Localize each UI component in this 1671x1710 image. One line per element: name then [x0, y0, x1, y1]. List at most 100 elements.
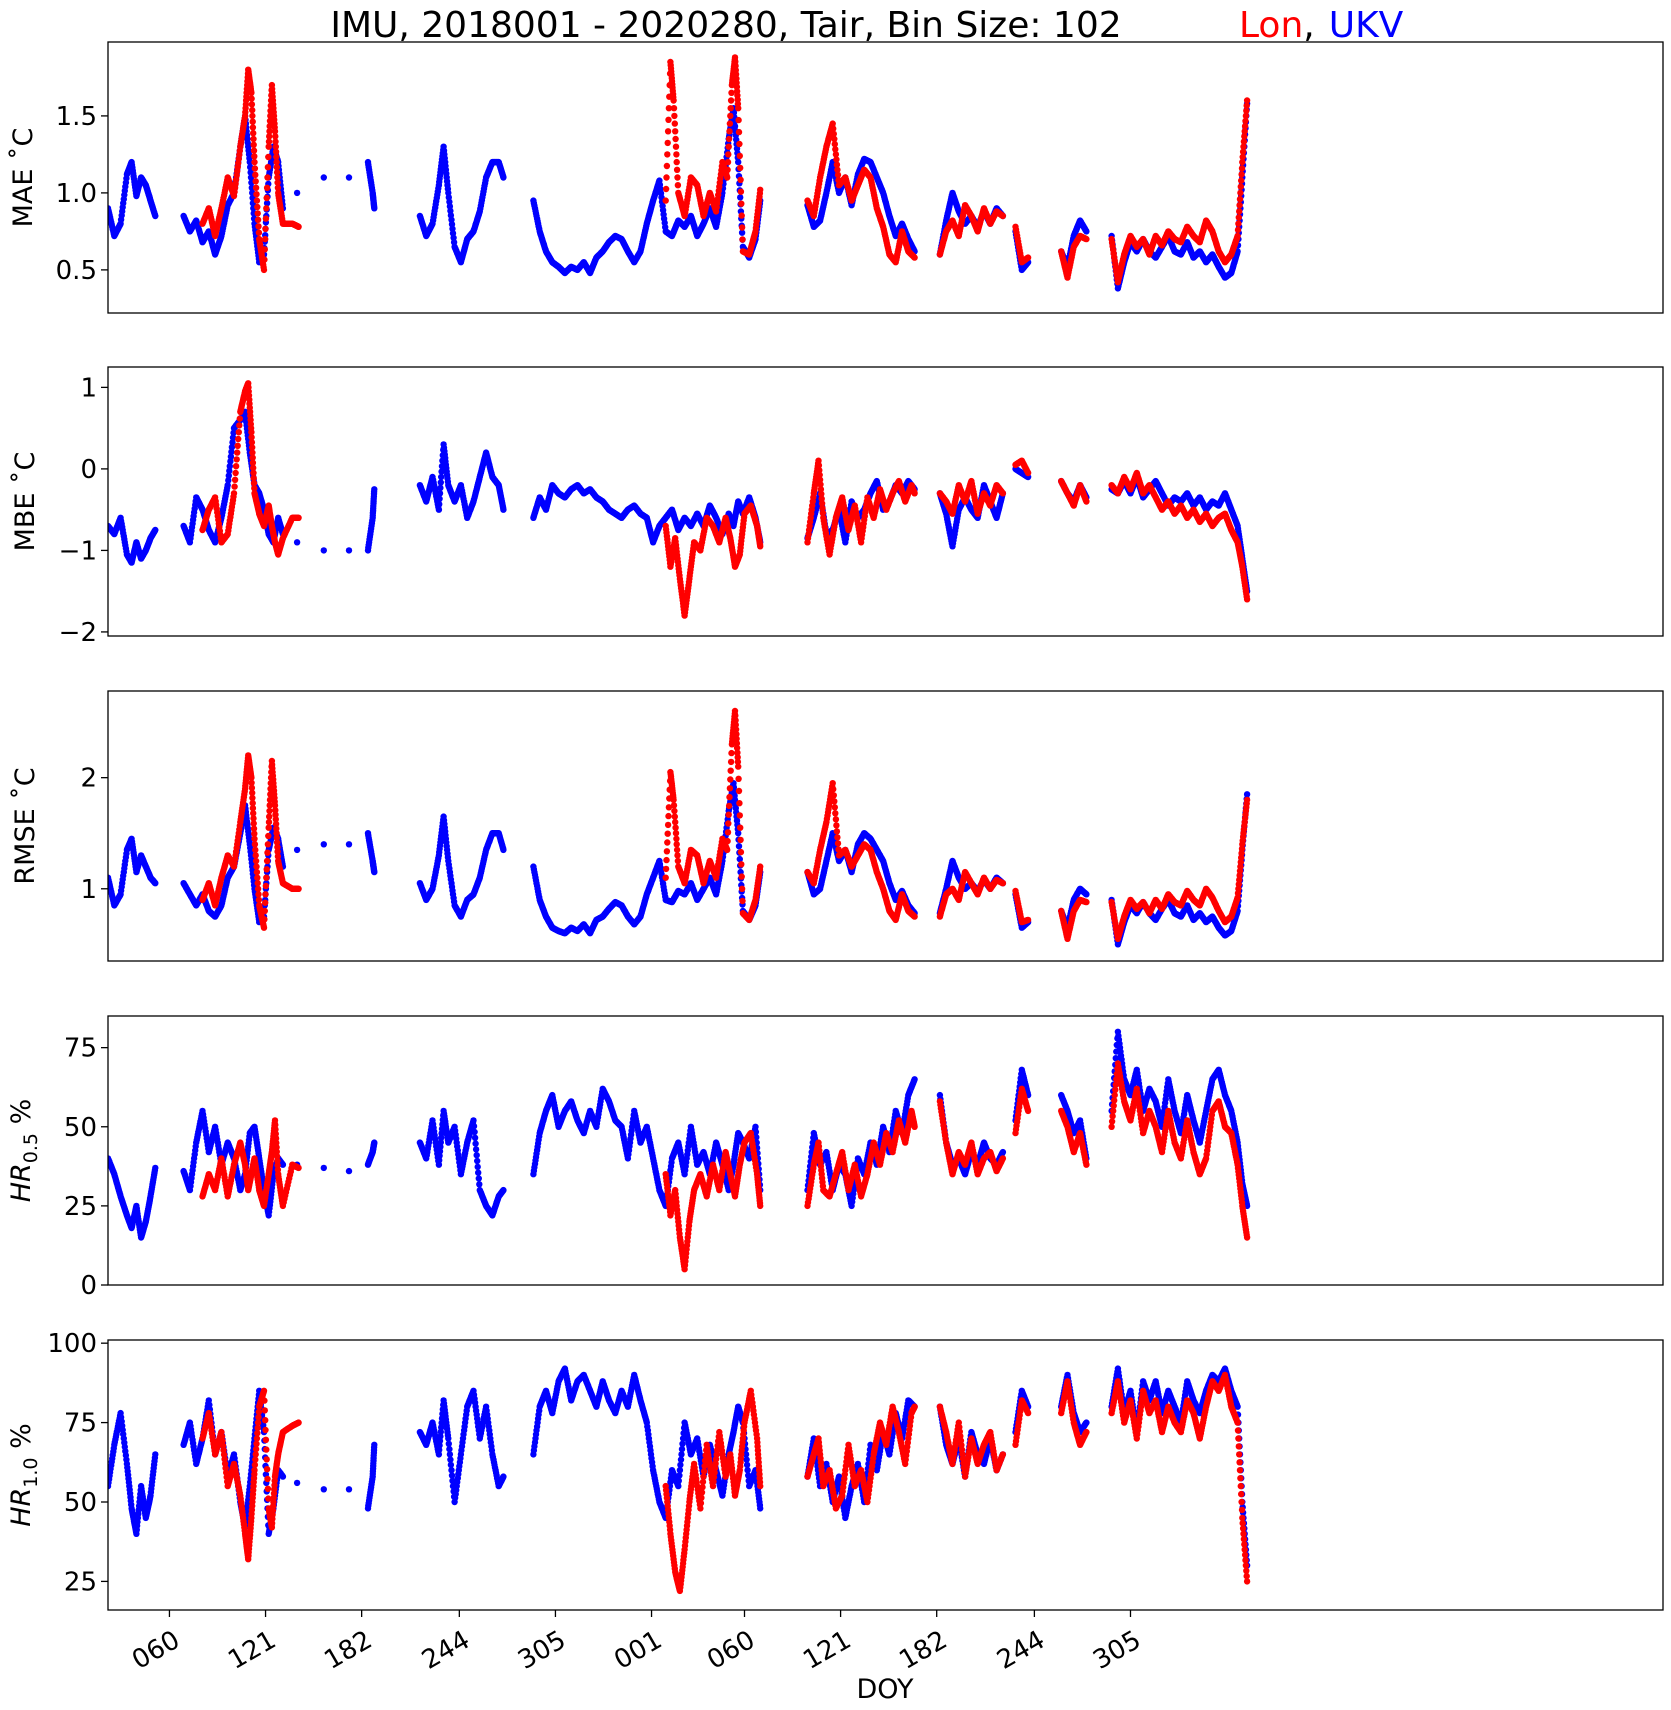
data-point — [253, 191, 260, 198]
data-point — [672, 143, 680, 150]
data-point — [1234, 226, 1242, 234]
data-point — [830, 130, 837, 138]
data-point — [663, 174, 670, 181]
data-point — [674, 182, 682, 189]
data-point — [815, 462, 823, 469]
data-point — [261, 246, 268, 253]
data-point — [1242, 117, 1249, 125]
data-point — [735, 105, 742, 112]
data-point — [248, 429, 255, 436]
chart-title: IMU, 2018001 - 2020280, Tair, Bin Size: … — [330, 5, 1121, 46]
data-point — [727, 97, 735, 104]
data-point — [757, 186, 764, 193]
data-point — [251, 153, 258, 160]
data-point — [436, 495, 443, 502]
data-point — [737, 176, 744, 183]
data-point — [757, 543, 764, 550]
data-point — [437, 484, 444, 492]
data-point — [261, 256, 268, 263]
data-point — [1234, 232, 1241, 240]
data-point — [274, 174, 281, 181]
data-point — [234, 449, 241, 456]
data-point — [1241, 123, 1249, 130]
data-point — [225, 477, 232, 484]
data-point — [272, 143, 279, 150]
data-point — [320, 174, 327, 181]
data-point — [674, 174, 681, 181]
data-point — [226, 463, 233, 470]
data-point — [250, 130, 257, 137]
data-point — [255, 229, 263, 236]
data-point — [1235, 214, 1243, 221]
data-point — [250, 141, 257, 148]
data-point — [739, 236, 746, 243]
legend: Lon, UKV — [1239, 5, 1404, 46]
data-point — [235, 429, 242, 436]
data-point — [262, 235, 269, 243]
data-point — [672, 128, 679, 135]
panel-frame — [107, 41, 1664, 314]
data-point — [816, 467, 823, 474]
data-point — [724, 158, 732, 166]
data-point — [999, 212, 1007, 220]
data-point — [263, 205, 270, 212]
data-point — [265, 138, 273, 145]
data-point — [293, 189, 301, 197]
data-point — [249, 106, 256, 114]
data-point — [262, 215, 270, 222]
data-point — [345, 174, 353, 181]
data-point — [726, 120, 734, 127]
data-point — [832, 151, 840, 158]
data-point — [736, 152, 743, 160]
data-point — [818, 500, 826, 507]
data-point — [735, 128, 743, 136]
data-point — [250, 135, 257, 143]
data-point — [1083, 228, 1090, 235]
data-point — [830, 125, 837, 132]
data-point — [266, 133, 273, 140]
data-point — [735, 116, 742, 124]
data-point — [737, 164, 744, 172]
data-point — [1235, 220, 1242, 227]
data-point — [664, 128, 672, 135]
data-point — [833, 156, 840, 163]
data-point — [1238, 171, 1245, 178]
data-point — [736, 140, 743, 148]
data-point — [817, 486, 825, 493]
data-point — [228, 444, 236, 451]
data-point — [834, 166, 841, 173]
data-point — [252, 184, 260, 191]
data-point — [232, 469, 239, 477]
data-point — [255, 223, 262, 230]
data-point — [249, 454, 256, 461]
data-point — [254, 216, 262, 223]
data-point — [662, 197, 669, 204]
data-point — [254, 203, 261, 211]
data-point — [272, 148, 280, 155]
data-point — [832, 146, 839, 153]
data-point — [234, 442, 241, 449]
data-point — [1243, 102, 1250, 109]
data-point — [1237, 189, 1244, 197]
y-tick-label: 1.5 — [56, 102, 97, 132]
data-point — [664, 139, 671, 147]
data-point — [818, 490, 825, 498]
data-point — [224, 482, 231, 489]
data-point — [249, 444, 256, 451]
data-point — [1083, 235, 1090, 243]
data-point — [236, 415, 243, 422]
data-point — [817, 481, 824, 488]
data-point — [266, 123, 273, 130]
data-point — [230, 490, 238, 497]
data-point — [911, 254, 918, 261]
data-point — [1241, 128, 1248, 135]
data-point — [500, 174, 507, 181]
data-point — [265, 143, 272, 150]
data-point — [724, 166, 731, 173]
data-point — [228, 448, 235, 456]
data-point — [1238, 177, 1245, 184]
data-point — [227, 453, 235, 460]
data-point — [665, 116, 672, 124]
